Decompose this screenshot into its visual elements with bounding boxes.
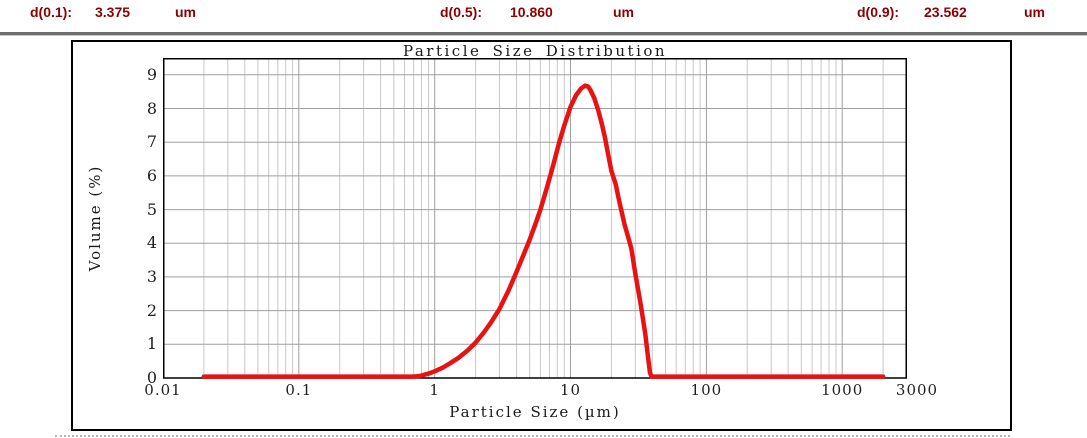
d90-unit: um	[1024, 4, 1045, 20]
y-tick-label: 8	[146, 98, 157, 118]
y-tick-label: 4	[146, 233, 157, 253]
d50-label: d(0.5):	[440, 4, 482, 20]
separator-line	[0, 32, 1087, 36]
x-axis-title: Particle Size (µm)	[449, 403, 621, 421]
x-tick-label: 100	[690, 381, 723, 399]
x-tick-label: 3000	[895, 381, 939, 399]
d10-label: d(0.1):	[30, 4, 72, 20]
y-tick-label: 0	[146, 368, 157, 388]
y-tick-label: 3	[146, 267, 157, 287]
d50-unit: um	[613, 4, 634, 20]
x-tick-label: 10	[559, 381, 582, 399]
y-tick-label: 5	[146, 199, 157, 219]
y-tick-label: 7	[146, 132, 157, 152]
x-tick-label: 0.1	[285, 381, 313, 399]
chart-title: Particle Size Distribution	[402, 42, 668, 60]
d90-label: d(0.9):	[857, 4, 899, 20]
distribution-plot	[163, 58, 907, 379]
x-tick-label: 1000	[821, 381, 864, 399]
percentile-stats-row: d(0.1): 3.375 um d(0.5): 10.860 um d(0.9…	[0, 0, 1087, 30]
d50-value: 10.860	[510, 4, 553, 20]
d10-value: 3.375	[95, 4, 131, 20]
y-tick-label: 2	[146, 300, 157, 320]
y-axis-title: Volume (%)	[86, 164, 104, 272]
d10-unit: um	[175, 4, 196, 20]
y-tick-label: 1	[146, 334, 157, 354]
x-tick-label: 1	[429, 381, 440, 399]
y-tick-label: 6	[146, 166, 157, 186]
d90-value: 23.562	[924, 4, 967, 20]
x-tick-label: 0.01	[144, 381, 182, 399]
y-tick-label: 9	[146, 64, 157, 84]
page-edge-line	[55, 435, 1010, 437]
